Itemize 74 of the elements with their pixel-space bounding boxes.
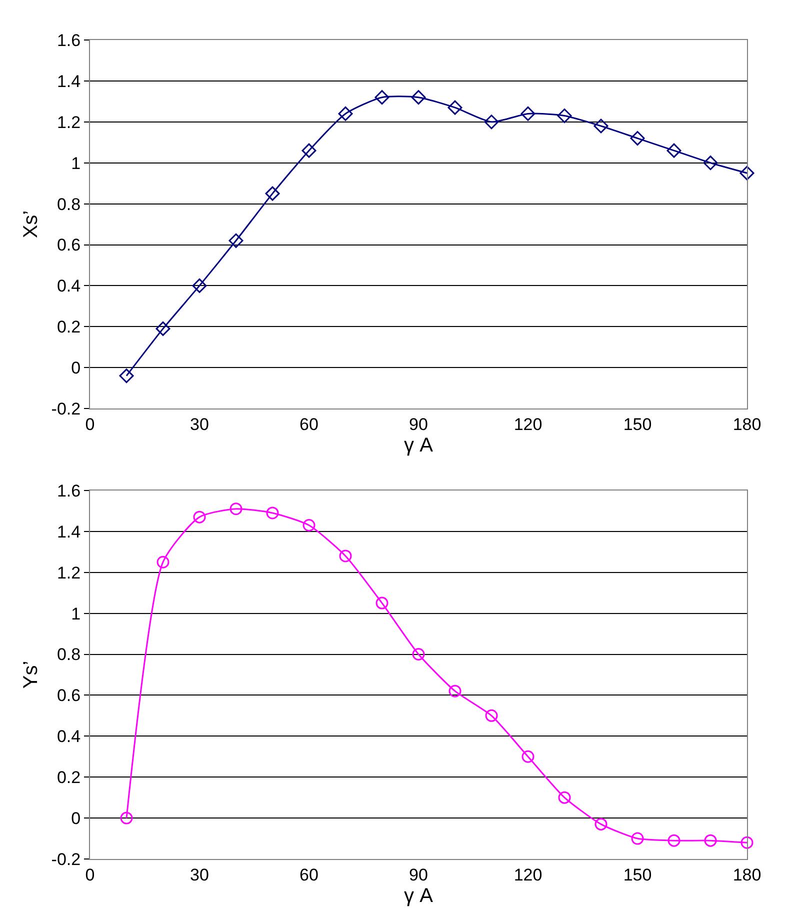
point — [266, 506, 279, 520]
point — [119, 368, 134, 384]
point — [740, 166, 754, 180]
point — [228, 233, 244, 248]
y-tick-label: 1.4 — [56, 72, 81, 91]
x-tick-label: 120 — [514, 865, 542, 884]
x-tick-label: 150 — [623, 414, 652, 434]
y-tick-label: 0.8 — [56, 645, 81, 664]
x-tick-label: 0 — [85, 414, 95, 434]
point — [520, 106, 536, 121]
point — [666, 143, 682, 158]
point — [594, 118, 608, 134]
point — [338, 106, 353, 121]
point — [411, 90, 426, 105]
point — [412, 648, 425, 660]
point — [630, 131, 645, 146]
y-tick-label: 0 — [71, 358, 81, 378]
x-tick-label: 30 — [190, 865, 209, 884]
point — [484, 114, 499, 130]
x-tick-label: 90 — [409, 865, 428, 884]
point — [558, 791, 571, 804]
x-tick-label: 180 — [732, 865, 762, 884]
point — [594, 818, 608, 830]
y-tick-label: 0.4 — [56, 727, 81, 746]
y-tick-label: 1 — [71, 604, 81, 624]
point — [374, 90, 390, 105]
y-tick-label: 0.2 — [56, 768, 81, 788]
x-tick-label: 150 — [623, 865, 652, 884]
x-tick-label: 120 — [514, 414, 542, 434]
x-axis-title: γ A — [404, 434, 434, 456]
y-axis-title: Ys’ — [20, 660, 42, 689]
y-tick-label: 1 — [71, 154, 81, 173]
point — [703, 156, 718, 170]
point — [230, 502, 242, 516]
y-tick-label: 0.2 — [56, 318, 81, 337]
point — [631, 832, 644, 845]
y-tick-label: -0.2 — [51, 850, 81, 869]
x-tick-label: 60 — [300, 865, 318, 884]
y-tick-label: 1.2 — [56, 112, 81, 132]
y-tick-label: 0 — [71, 809, 81, 828]
point — [522, 750, 534, 763]
point — [156, 556, 170, 568]
point — [557, 108, 572, 124]
y-tick-label: 0.8 — [56, 194, 81, 214]
y-tick-label: -0.2 — [51, 400, 81, 418]
point — [302, 143, 316, 158]
point — [448, 684, 462, 698]
point — [376, 596, 388, 610]
y-axis-title: Xs’ — [20, 210, 42, 238]
x-tick-label: 90 — [409, 414, 428, 434]
point — [339, 550, 352, 562]
y-tick-label: 0.6 — [56, 686, 81, 706]
point — [448, 100, 462, 115]
point — [302, 519, 316, 532]
point — [704, 834, 717, 847]
point — [192, 278, 207, 293]
y-tick-label: 1.6 — [56, 30, 81, 50]
point — [120, 812, 133, 824]
y-tick-label: 1.6 — [56, 481, 81, 500]
point — [265, 186, 280, 201]
x-tick-label: 180 — [732, 414, 762, 434]
point — [485, 709, 498, 722]
point — [740, 836, 754, 849]
x-tick-label: 30 — [190, 414, 209, 434]
x-tick-label: 0 — [85, 865, 95, 884]
point — [668, 834, 680, 847]
y-tick-label: 1.4 — [56, 522, 81, 542]
y-tick-label: 0.6 — [56, 236, 81, 255]
y-tick-label: 1.2 — [56, 563, 81, 582]
point — [193, 510, 206, 524]
y-tick-label: 0.4 — [56, 276, 81, 296]
x-axis-title: γ A — [404, 884, 434, 907]
x-tick-label: 60 — [300, 414, 318, 434]
point — [156, 321, 170, 336]
